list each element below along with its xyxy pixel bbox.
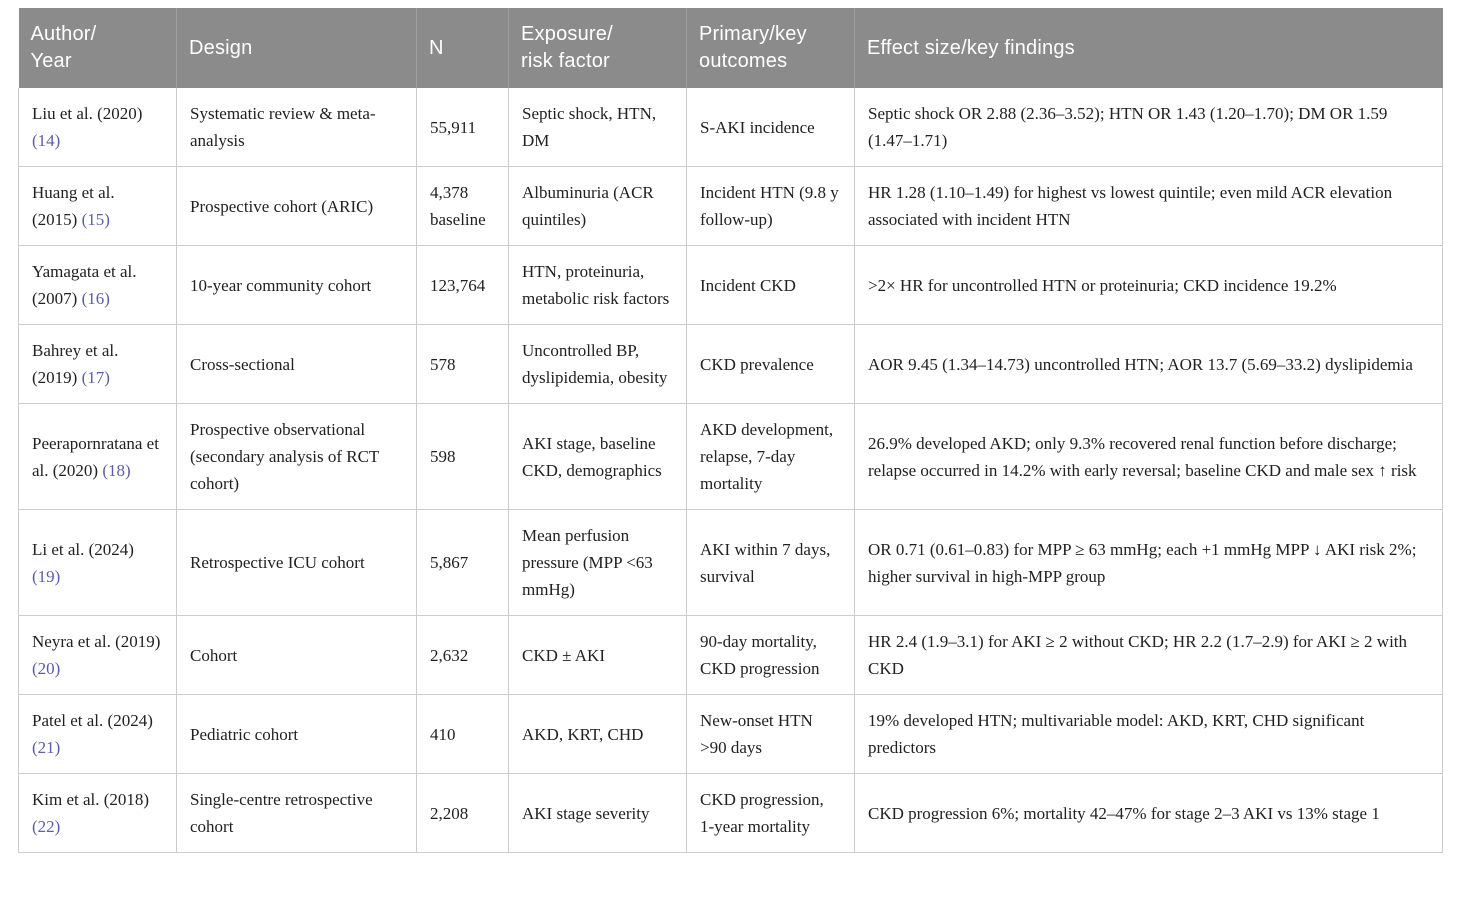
cell-design: Retrospective ICU cohort <box>176 509 417 616</box>
citation-link[interactable]: (22) <box>32 817 61 836</box>
citation-link[interactable]: (17) <box>81 368 110 387</box>
cell-effect: 19% developed HTN; multivariable model: … <box>854 694 1443 774</box>
cell-n: 4,378 baseline <box>416 166 509 246</box>
cell-design: Systematic review & meta-analysis <box>176 88 417 167</box>
author-text: Peerapornratana et al. (2020) <box>32 433 159 480</box>
cell-author-year: Bahrey et al. (2019) (17) <box>18 324 177 404</box>
cell-exposure: HTN, proteinuria, metabolic risk factors <box>508 245 687 325</box>
citation-link[interactable]: (19) <box>32 566 61 586</box>
table-row: Peerapornratana et al. (2020) (18) Prosp… <box>18 403 1443 510</box>
cell-design: Single-centre retrospective cohort <box>176 773 417 853</box>
table-row: Neyra et al. (2019) (20) Cohort 2,632 CK… <box>18 615 1443 695</box>
cell-n: 598 <box>416 403 509 510</box>
cell-outcomes: AKD development, relapse, 7-day mortalit… <box>686 403 855 510</box>
cell-exposure: AKI stage severity <box>508 773 687 853</box>
cell-effect: HR 2.4 (1.9–3.1) for AKI ≥ 2 without CKD… <box>854 615 1443 695</box>
author-text: Liu et al. (2020) <box>32 104 143 123</box>
column-header-design: Design <box>176 8 417 88</box>
cell-n: 578 <box>416 324 509 404</box>
table-row: Li et al. (2024) (19) Retrospective ICU … <box>18 509 1443 616</box>
cell-n: 410 <box>416 694 509 774</box>
cell-n: 5,867 <box>416 509 509 616</box>
cell-effect: Septic shock OR 2.88 (2.36–3.52); HTN OR… <box>854 88 1443 167</box>
cell-exposure: Septic shock, HTN, DM <box>508 88 687 167</box>
cell-author-year: Peerapornratana et al. (2020) (18) <box>18 403 177 510</box>
cell-author-year: Li et al. (2024) (19) <box>18 509 177 616</box>
cell-design: Prospective cohort (ARIC) <box>176 166 417 246</box>
cell-exposure: CKD ± AKI <box>508 615 687 695</box>
author-text: Neyra et al. (2019) <box>32 632 161 651</box>
cell-design: Prospective observational (secondary ana… <box>176 403 417 510</box>
table-row: Kim et al. (2018) (22) Single-centre ret… <box>18 773 1443 853</box>
citation-link[interactable]: (14) <box>32 131 61 150</box>
column-header-effect-size-key-findings: Effect size/key findings <box>854 8 1443 88</box>
header-row: Author/ Year Design N Exposure/ risk fac… <box>18 8 1443 88</box>
table-row: Bahrey et al. (2019) (17) Cross-sectiona… <box>18 324 1443 404</box>
cell-outcomes: Incident CKD <box>686 245 855 325</box>
table-row: Huang et al. (2015) (15) Prospective coh… <box>18 166 1443 246</box>
cell-author-year: Kim et al. (2018) (22) <box>18 773 177 853</box>
cell-outcomes: 90-day mortality, CKD progression <box>686 615 855 695</box>
cell-exposure: Albuminuria (ACR quintiles) <box>508 166 687 246</box>
table-row: Patel et al. (2024) (21) Pediatric cohor… <box>18 694 1443 774</box>
author-text: Patel et al. (2024) <box>32 711 153 730</box>
cell-author-year: Patel et al. (2024) (21) <box>18 694 177 774</box>
cell-outcomes: Incident HTN (9.8 y follow-up) <box>686 166 855 246</box>
column-header-primary-key-outcomes: Primary/key outcomes <box>686 8 855 88</box>
table-row: Liu et al. (2020) (14) Systematic review… <box>18 88 1443 167</box>
cell-outcomes: New-onset HTN >90 days <box>686 694 855 774</box>
author-text: Kim et al. (2018) <box>32 790 150 809</box>
author-text: Li et al. (2024) <box>32 539 134 559</box>
cell-author-year: Huang et al. (2015) (15) <box>18 166 177 246</box>
cell-author-year: Neyra et al. (2019) (20) <box>18 615 177 695</box>
cell-exposure: Mean perfusion pressure (MPP <63 mmHg) <box>508 509 687 616</box>
page-content: Author/ Year Design N Exposure/ risk fac… <box>18 8 1443 853</box>
author-text: Bahrey et al. (2019) <box>32 341 119 387</box>
citation-link[interactable]: (18) <box>102 460 131 480</box>
table-row: Yamagata et al. (2007) (16) 10-year comm… <box>18 245 1443 325</box>
cell-effect: 26.9% developed AKD; only 9.3% recovered… <box>854 403 1443 510</box>
cell-outcomes: CKD progression, 1-year mortality <box>686 773 855 853</box>
column-header-exposure-risk-factor: Exposure/ risk factor <box>508 8 687 88</box>
cell-effect: OR 0.71 (0.61–0.83) for MPP ≥ 63 mmHg; e… <box>854 509 1443 616</box>
cell-design: Pediatric cohort <box>176 694 417 774</box>
cell-outcomes: AKI within 7 days, survival <box>686 509 855 616</box>
citation-link[interactable]: (20) <box>32 659 61 678</box>
cell-effect: CKD progression 6%; mortality 42–47% for… <box>854 773 1443 853</box>
cell-exposure: AKI stage, baseline CKD, demographics <box>508 403 687 510</box>
cell-exposure: AKD, KRT, CHD <box>508 694 687 774</box>
cell-effect: AOR 9.45 (1.34–14.73) uncontrolled HTN; … <box>854 324 1443 404</box>
cell-author-year: Liu et al. (2020) (14) <box>18 88 177 167</box>
cell-outcomes: CKD prevalence <box>686 324 855 404</box>
cell-outcomes: S-AKI incidence <box>686 88 855 167</box>
cell-design: 10-year community cohort <box>176 245 417 325</box>
cell-n: 55,911 <box>416 88 509 167</box>
citation-link[interactable]: (15) <box>81 210 110 229</box>
cell-n: 2,208 <box>416 773 509 853</box>
column-header-author-year: Author/ Year <box>18 8 177 88</box>
author-text: Huang et al. (2015) <box>32 183 115 229</box>
cell-author-year: Yamagata et al. (2007) (16) <box>18 245 177 325</box>
column-header-n: N <box>416 8 509 88</box>
cell-effect: HR 1.28 (1.10–1.49) for highest vs lowes… <box>854 166 1443 246</box>
citation-link[interactable]: (21) <box>32 738 61 757</box>
cell-design: Cohort <box>176 615 417 695</box>
cell-n: 123,764 <box>416 245 509 325</box>
citation-link[interactable]: (16) <box>81 289 110 308</box>
cell-effect: >2× HR for uncontrolled HTN or proteinur… <box>854 245 1443 325</box>
evidence-summary-table: Author/ Year Design N Exposure/ risk fac… <box>18 8 1443 853</box>
cell-exposure: Uncontrolled BP, dyslipidemia, obesity <box>508 324 687 404</box>
author-text: Yamagata et al. (2007) <box>32 262 137 308</box>
cell-n: 2,632 <box>416 615 509 695</box>
cell-design: Cross-sectional <box>176 324 417 404</box>
